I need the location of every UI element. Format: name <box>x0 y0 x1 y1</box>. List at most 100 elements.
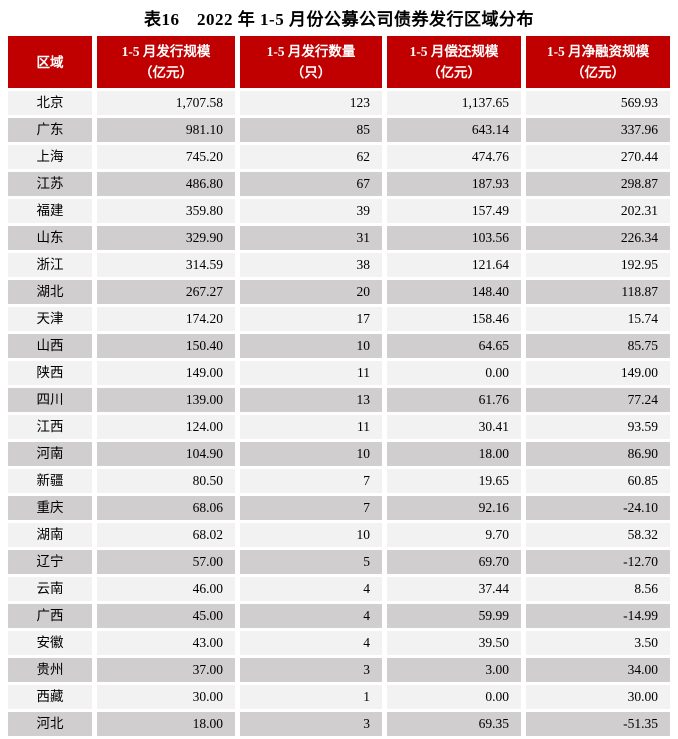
table-row: 山西 150.40 10 64.65 85.75 <box>8 334 670 358</box>
issuance-scale-cell: 745.20 <box>97 145 235 169</box>
repayment-scale-cell: 18.00 <box>387 442 521 466</box>
issuance-scale-cell: 68.02 <box>97 523 235 547</box>
column-header-net-financing: 1-5 月净融资规模 （亿元） <box>526 36 670 88</box>
region-cell: 重庆 <box>8 496 92 520</box>
repayment-scale-cell: 187.93 <box>387 172 521 196</box>
table-row: 山东 329.90 31 103.56 226.34 <box>8 226 670 250</box>
repayment-scale-cell: 0.00 <box>387 361 521 385</box>
issuance-scale-cell: 30.00 <box>97 685 235 709</box>
region-cell: 广西 <box>8 604 92 628</box>
issuance-count-cell: 85 <box>240 118 382 142</box>
net-financing-cell: 298.87 <box>526 172 670 196</box>
table-row: 江苏 486.80 67 187.93 298.87 <box>8 172 670 196</box>
issuance-scale-cell: 80.50 <box>97 469 235 493</box>
repayment-scale-cell: 121.64 <box>387 253 521 277</box>
repayment-scale-cell: 39.50 <box>387 631 521 655</box>
issuance-count-cell: 38 <box>240 253 382 277</box>
table-row: 广西 45.00 4 59.99 -14.99 <box>8 604 670 628</box>
region-cell: 江西 <box>8 415 92 439</box>
net-financing-cell: 30.00 <box>526 685 670 709</box>
repayment-scale-cell: 0.00 <box>387 685 521 709</box>
table-row: 河南 104.90 10 18.00 86.90 <box>8 442 670 466</box>
table-row: 湖南 68.02 10 9.70 58.32 <box>8 523 670 547</box>
issuance-scale-cell: 124.00 <box>97 415 235 439</box>
table-row: 辽宁 57.00 5 69.70 -12.70 <box>8 550 670 574</box>
repayment-scale-cell: 69.70 <box>387 550 521 574</box>
region-cell: 广东 <box>8 118 92 142</box>
column-header-unit: （亿元） <box>571 65 625 80</box>
column-header-region: 区域 <box>8 36 92 88</box>
issuance-scale-cell: 46.00 <box>97 577 235 601</box>
region-distribution-table: 区域 1-5 月发行规模 （亿元） 1-5 月发行数量 （只） 1-5 月偿还规… <box>3 33 675 739</box>
region-cell: 新疆 <box>8 469 92 493</box>
repayment-scale-cell: 92.16 <box>387 496 521 520</box>
repayment-scale-cell: 474.76 <box>387 145 521 169</box>
repayment-scale-cell: 61.76 <box>387 388 521 412</box>
repayment-scale-cell: 643.14 <box>387 118 521 142</box>
region-cell: 山西 <box>8 334 92 358</box>
column-header-unit: （只） <box>290 65 332 80</box>
issuance-count-cell: 10 <box>240 442 382 466</box>
table-row: 贵州 37.00 3 3.00 34.00 <box>8 658 670 682</box>
issuance-count-cell: 3 <box>240 658 382 682</box>
issuance-scale-cell: 329.90 <box>97 226 235 250</box>
net-financing-cell: 337.96 <box>526 118 670 142</box>
table-row: 湖北 267.27 20 148.40 118.87 <box>8 280 670 304</box>
issuance-count-cell: 4 <box>240 631 382 655</box>
column-header-issuance-scale: 1-5 月发行规模 （亿元） <box>97 36 235 88</box>
table-row: 新疆 80.50 7 19.65 60.85 <box>8 469 670 493</box>
net-financing-cell: 8.56 <box>526 577 670 601</box>
issuance-count-cell: 20 <box>240 280 382 304</box>
issuance-scale-cell: 37.00 <box>97 658 235 682</box>
repayment-scale-cell: 1,137.65 <box>387 91 521 115</box>
table-row: 上海 745.20 62 474.76 270.44 <box>8 145 670 169</box>
issuance-scale-cell: 174.20 <box>97 307 235 331</box>
issuance-scale-cell: 267.27 <box>97 280 235 304</box>
region-cell: 陕西 <box>8 361 92 385</box>
table-body: 北京 1,707.58 123 1,137.65 569.93 广东 981.1… <box>8 91 670 736</box>
region-cell: 上海 <box>8 145 92 169</box>
net-financing-cell: -24.10 <box>526 496 670 520</box>
net-financing-cell: 270.44 <box>526 145 670 169</box>
table-row: 四川 139.00 13 61.76 77.24 <box>8 388 670 412</box>
issuance-scale-cell: 45.00 <box>97 604 235 628</box>
net-financing-cell: 86.90 <box>526 442 670 466</box>
region-cell: 四川 <box>8 388 92 412</box>
net-financing-cell: -51.35 <box>526 712 670 736</box>
issuance-count-cell: 123 <box>240 91 382 115</box>
table-row: 福建 359.80 39 157.49 202.31 <box>8 199 670 223</box>
issuance-count-cell: 62 <box>240 145 382 169</box>
region-cell: 湖南 <box>8 523 92 547</box>
region-cell: 福建 <box>8 199 92 223</box>
issuance-scale-cell: 150.40 <box>97 334 235 358</box>
net-financing-cell: 85.75 <box>526 334 670 358</box>
table-row: 西藏 30.00 1 0.00 30.00 <box>8 685 670 709</box>
issuance-count-cell: 10 <box>240 523 382 547</box>
repayment-scale-cell: 59.99 <box>387 604 521 628</box>
issuance-count-cell: 11 <box>240 415 382 439</box>
issuance-count-cell: 31 <box>240 226 382 250</box>
issuance-count-cell: 1 <box>240 685 382 709</box>
issuance-count-cell: 4 <box>240 577 382 601</box>
issuance-scale-cell: 314.59 <box>97 253 235 277</box>
column-header-unit: （亿元） <box>427 65 481 80</box>
region-cell: 山东 <box>8 226 92 250</box>
issuance-scale-cell: 359.80 <box>97 199 235 223</box>
net-financing-cell: 202.31 <box>526 199 670 223</box>
issuance-count-cell: 4 <box>240 604 382 628</box>
net-financing-cell: 77.24 <box>526 388 670 412</box>
column-header-issuance-count: 1-5 月发行数量 （只） <box>240 36 382 88</box>
net-financing-cell: -12.70 <box>526 550 670 574</box>
repayment-scale-cell: 3.00 <box>387 658 521 682</box>
issuance-scale-cell: 1,707.58 <box>97 91 235 115</box>
net-financing-cell: 58.32 <box>526 523 670 547</box>
table-row: 河北 18.00 3 69.35 -51.35 <box>8 712 670 736</box>
table-header: 区域 1-5 月发行规模 （亿元） 1-5 月发行数量 （只） 1-5 月偿还规… <box>8 36 670 88</box>
table-row: 云南 46.00 4 37.44 8.56 <box>8 577 670 601</box>
region-cell: 西藏 <box>8 685 92 709</box>
table-row: 陕西 149.00 11 0.00 149.00 <box>8 361 670 385</box>
net-financing-cell: -14.99 <box>526 604 670 628</box>
issuance-count-cell: 7 <box>240 496 382 520</box>
net-financing-cell: 118.87 <box>526 280 670 304</box>
region-cell: 江苏 <box>8 172 92 196</box>
